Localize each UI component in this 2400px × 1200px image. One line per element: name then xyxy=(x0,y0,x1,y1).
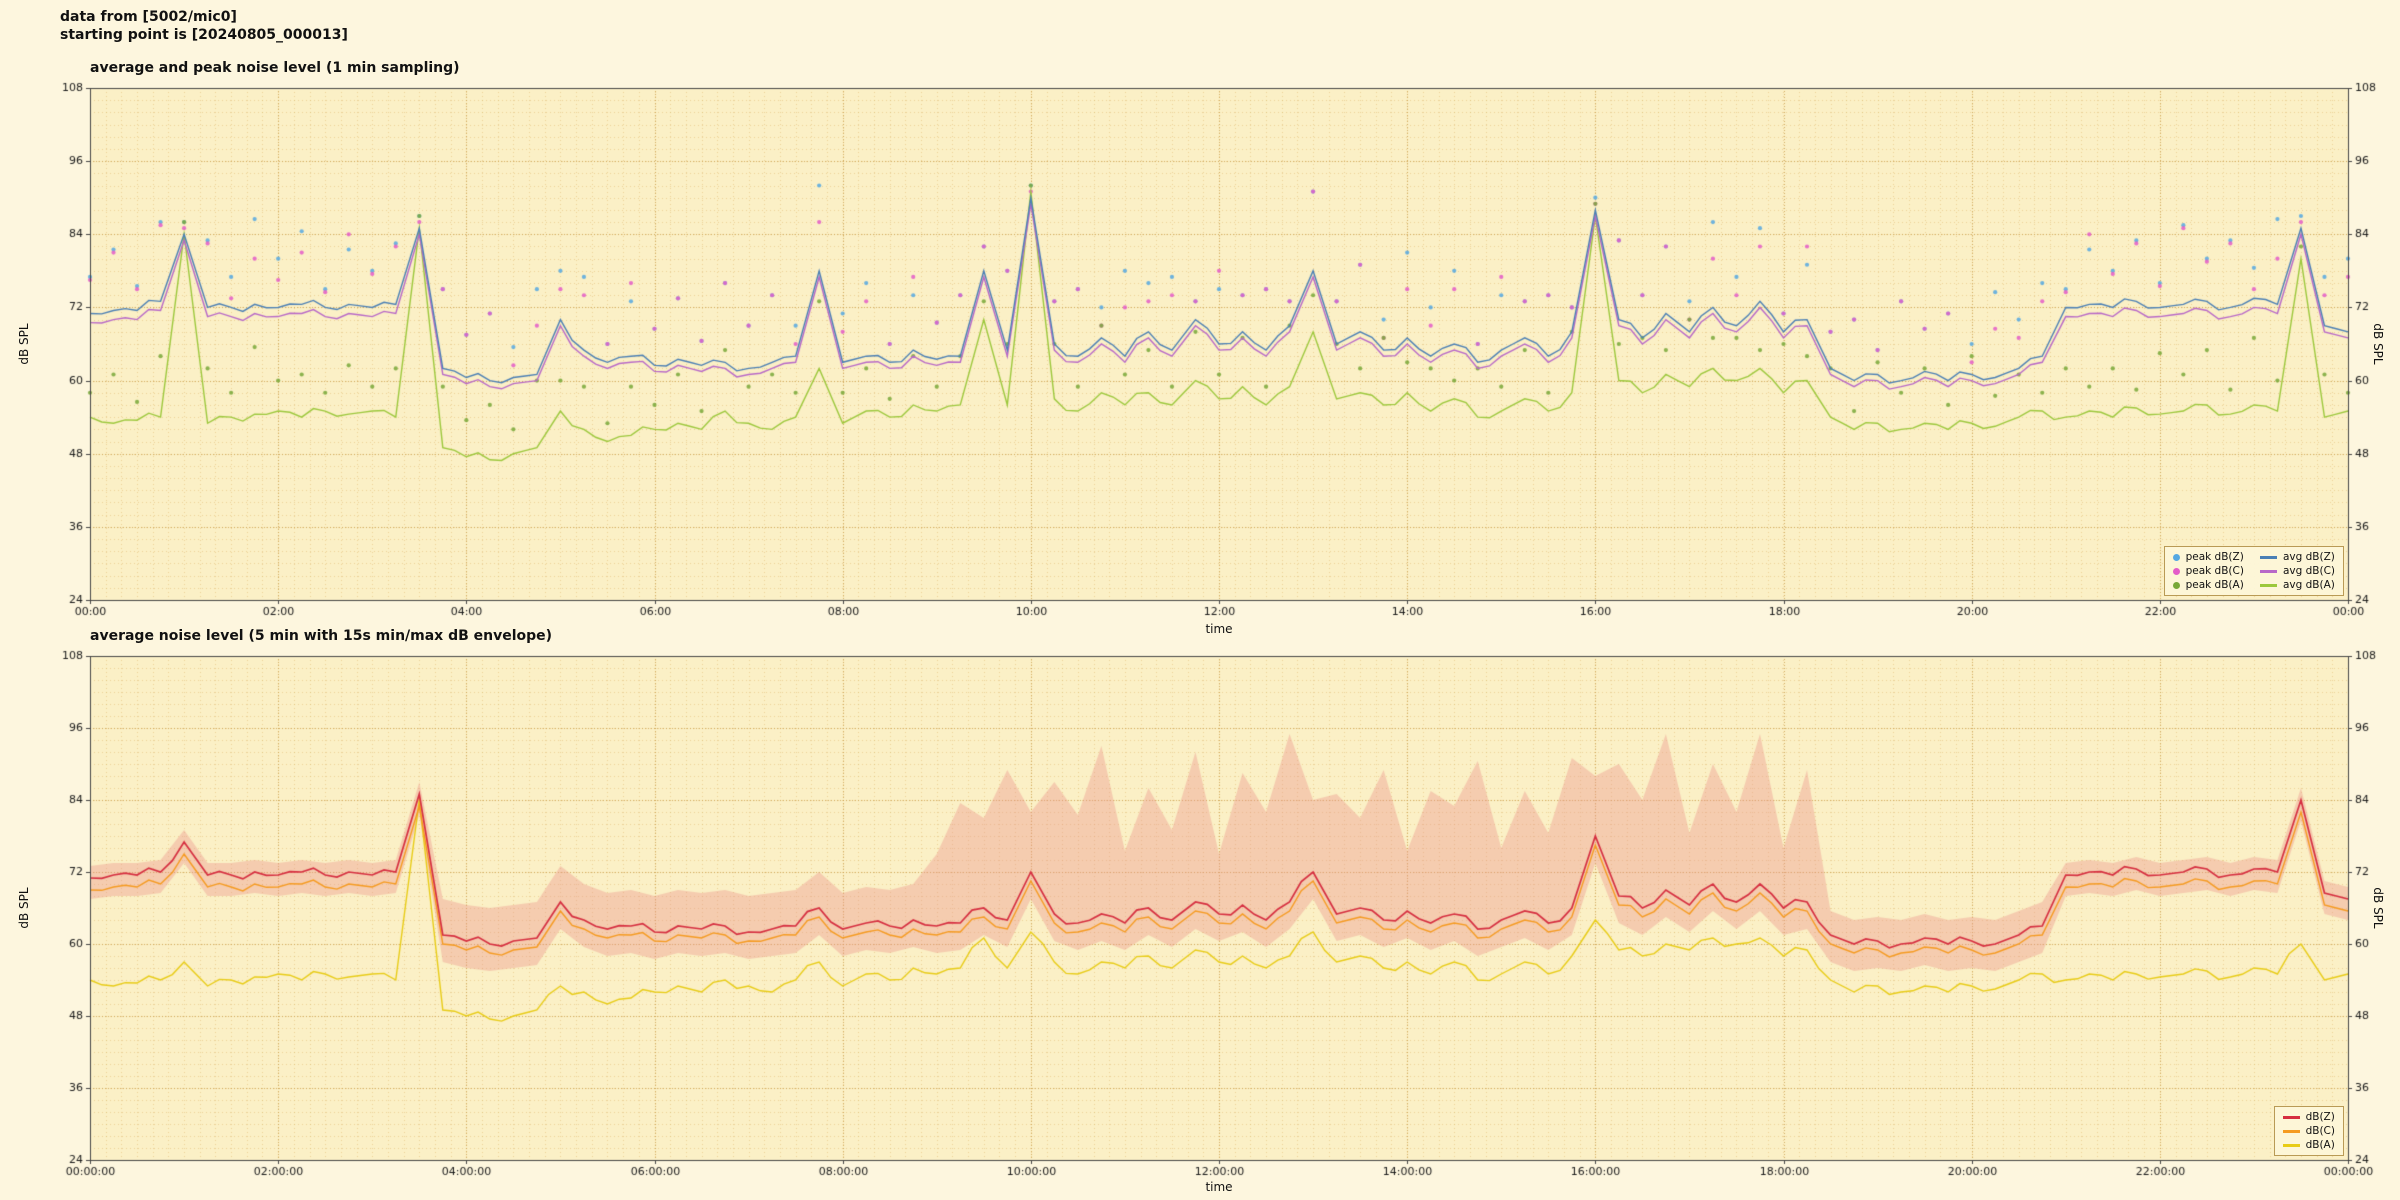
header-line1: data from [5002/mic0] xyxy=(60,9,237,25)
legend-item-dbc: dB(C) xyxy=(2282,1124,2335,1138)
peak-dbz-swatch-icon xyxy=(2172,553,2180,561)
legend-label: peak dB(C) xyxy=(2185,564,2244,577)
legend-item-peak-dba: peak dB(A) xyxy=(2172,578,2244,592)
chart1-ylabel-left: dB SPL xyxy=(17,323,31,365)
legend-item-avg-dbz: avg dB(Z) xyxy=(2259,550,2335,564)
legend-label: dB(A) xyxy=(2305,1138,2335,1151)
chart2-ylabel-left: dB SPL xyxy=(17,887,31,929)
dba-swatch-icon xyxy=(2282,1143,2300,1147)
peak-dba-swatch-icon xyxy=(2172,581,2180,589)
header: data from [5002/mic0] starting point is … xyxy=(60,8,348,44)
chart1-ylabel-right: dB SPL xyxy=(2371,323,2385,365)
avg-dbc-swatch-icon xyxy=(2259,569,2277,573)
header-line2: starting point is [20240805_000013] xyxy=(60,27,348,43)
avg-dbz-swatch-icon xyxy=(2259,555,2277,559)
dbz-swatch-icon xyxy=(2282,1115,2300,1119)
legend-item-peak-dbc: peak dB(C) xyxy=(2172,564,2244,578)
legend-item-avg-dbc: avg dB(C) xyxy=(2259,564,2335,578)
legend-label: avg dB(C) xyxy=(2282,564,2335,577)
legend-label: peak dB(Z) xyxy=(2185,550,2244,563)
chart1-xlabel: time xyxy=(1205,622,1233,636)
dbc-swatch-icon xyxy=(2282,1129,2300,1133)
chart2-ylabel-right: dB SPL xyxy=(2371,887,2385,929)
legend-label: avg dB(Z) xyxy=(2282,550,2335,563)
chart2-xlabel: time xyxy=(1205,1180,1233,1194)
legend-label: peak dB(A) xyxy=(2185,578,2244,591)
chart2-title: average noise level (5 min with 15s min/… xyxy=(90,628,553,644)
chart1-title: average and peak noise level (1 min samp… xyxy=(90,60,460,76)
legend-item-dbz: dB(Z) xyxy=(2282,1110,2335,1124)
legend-item-dba: dB(A) xyxy=(2282,1138,2335,1152)
legend-label: avg dB(A) xyxy=(2282,578,2335,591)
legend-label: dB(C) xyxy=(2305,1124,2335,1137)
legend-item-avg-dba: avg dB(A) xyxy=(2259,578,2335,592)
chart2-legend: dB(Z) dB(C) dB(A) xyxy=(2273,1106,2344,1156)
legend-item-peak-dbz: peak dB(Z) xyxy=(2172,550,2244,564)
avg-dba-swatch-icon xyxy=(2259,583,2277,587)
peak-dbc-swatch-icon xyxy=(2172,567,2180,575)
legend-label: dB(Z) xyxy=(2305,1110,2335,1123)
chart1-legend: peak dB(Z) peak dB(C) peak dB(A) avg dB(… xyxy=(2163,546,2344,596)
